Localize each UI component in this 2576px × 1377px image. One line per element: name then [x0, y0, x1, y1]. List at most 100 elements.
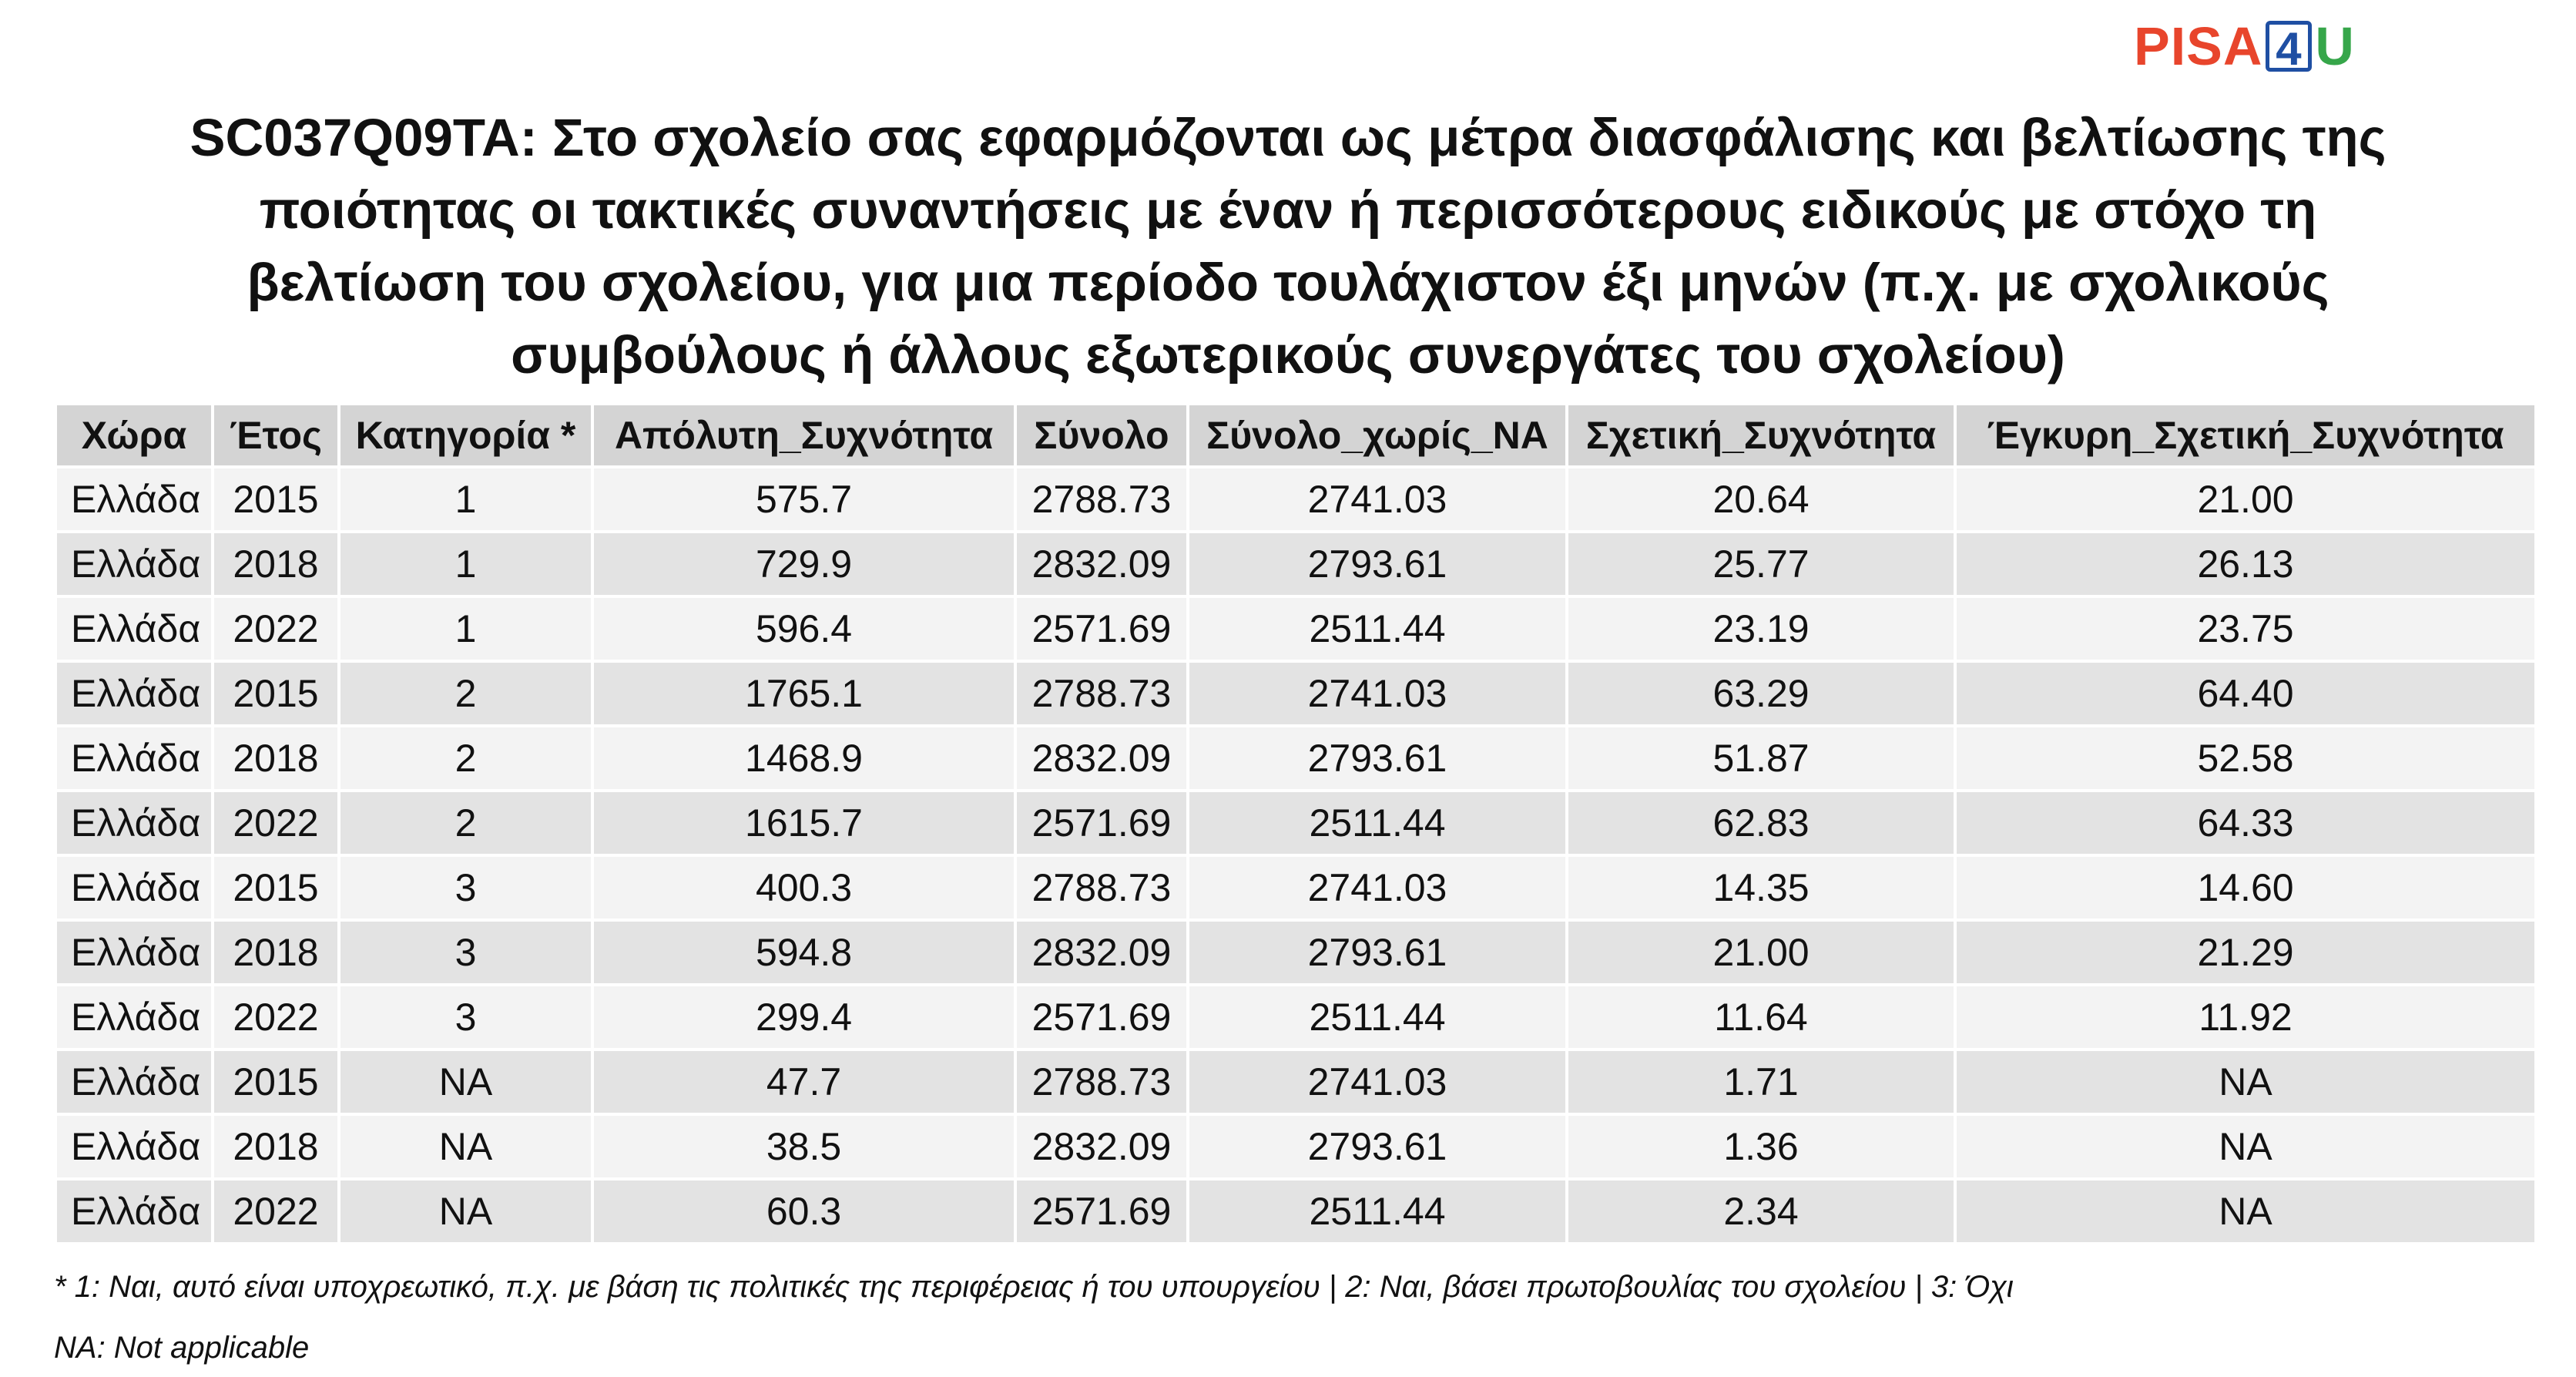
table-row: Ελλάδα 2015 3 400.3 2788.73 2741.03 14.35 14.60	[57, 857, 2534, 919]
table-row: Ελλάδα 2018 2 1468.9 2832.09 2793.61 51.87 52.5…	[57, 727, 2534, 789]
table-cell: 25.77	[1568, 533, 1954, 595]
table-cell: 52.58	[1957, 727, 2534, 789]
table-cell: 11.92	[1957, 986, 2534, 1048]
table-cell: 11.64	[1568, 986, 1954, 1048]
table-cell: 2022	[214, 598, 337, 660]
table-cell: 2788.73	[1017, 857, 1186, 919]
column-header: Χώρα	[57, 405, 211, 465]
table-cell: 2571.69	[1017, 1181, 1186, 1242]
table-cell: 63.29	[1568, 663, 1954, 724]
table-cell: 2022	[214, 986, 337, 1048]
table-cell: 2	[340, 663, 591, 724]
logo-pisa-text: PISA	[2134, 16, 2263, 76]
table-row: Ελλάδα 2015 1 575.7 2788.73 2741.03 20.64 21.00	[57, 469, 2534, 530]
table-row: Ελλάδα 2018 1 729.9 2832.09 2793.61 25.77 26.13	[57, 533, 2534, 595]
table-cell: 299.4	[594, 986, 1014, 1048]
table-cell: Ελλάδα	[57, 857, 211, 919]
table-cell: 2015	[214, 1051, 337, 1113]
table-cell: 2832.09	[1017, 533, 1186, 595]
table-cell: Ελλάδα	[57, 727, 211, 789]
table-cell: 21.29	[1957, 922, 2534, 983]
table-row: Ελλάδα 2022 3 299.4 2571.69 2511.44 11.64 11.92	[57, 986, 2534, 1048]
column-header: Έτος	[214, 405, 337, 465]
column-header: Απόλυτη_Συχνότητα	[594, 405, 1014, 465]
table-cell: 2.34	[1568, 1181, 1954, 1242]
table-cell: 2741.03	[1189, 857, 1565, 919]
table-cell: 2018	[214, 1116, 337, 1177]
table-cell: 2018	[214, 922, 337, 983]
table-row: Ελλάδα 2018 3 594.8 2832.09 2793.61 21.00 21.29	[57, 922, 2534, 983]
table-cell: Ελλάδα	[57, 792, 211, 854]
table-row: Ελλάδα 2018 NA 38.5 2832.09 2793.61 1.36 NA	[57, 1116, 2534, 1177]
table-cell: 47.7	[594, 1051, 1014, 1113]
table-cell: Ελλάδα	[57, 986, 211, 1048]
table-cell: NA	[1957, 1051, 2534, 1113]
table-row: Ελλάδα 2022 1 596.4 2571.69 2511.44 23.19 23.75	[57, 598, 2534, 660]
table-cell: 2571.69	[1017, 986, 1186, 1048]
table-cell: 596.4	[594, 598, 1014, 660]
table-cell: 26.13	[1957, 533, 2534, 595]
table-cell: 2571.69	[1017, 792, 1186, 854]
table-cell: Ελλάδα	[57, 663, 211, 724]
table-cell: 2741.03	[1189, 469, 1565, 530]
table-cell: 575.7	[594, 469, 1014, 530]
table-cell: 2793.61	[1189, 1116, 1565, 1177]
table-cell: NA	[1957, 1116, 2534, 1177]
table-cell: 62.83	[1568, 792, 1954, 854]
table-cell: 2832.09	[1017, 922, 1186, 983]
logo-four-box: 4	[2266, 21, 2313, 74]
table-cell: 2018	[214, 727, 337, 789]
table-cell: 2788.73	[1017, 469, 1186, 530]
table-row: Ελλάδα 2015 NA 47.7 2788.73 2741.03 1.71 NA	[57, 1051, 2534, 1113]
table-cell: 14.60	[1957, 857, 2534, 919]
table-cell: 2793.61	[1189, 727, 1565, 789]
table-cell: 1.71	[1568, 1051, 1954, 1113]
table-cell: 594.8	[594, 922, 1014, 983]
column-header: Σχετική_Συχνότητα	[1568, 405, 1954, 465]
table-cell: 2015	[214, 857, 337, 919]
table-cell: 729.9	[594, 533, 1014, 595]
table-cell: 2022	[214, 792, 337, 854]
table-cell: 1.36	[1568, 1116, 1954, 1177]
table-header-row: Χώρα Έτος Κατηγορία * Απόλυτη_Συχνότητα Σύνο…	[57, 405, 2534, 465]
table-cell: 64.33	[1957, 792, 2534, 854]
table-cell: 2511.44	[1189, 598, 1565, 660]
table-cell: 2511.44	[1189, 986, 1565, 1048]
table-cell: Ελλάδα	[57, 598, 211, 660]
table-cell: 20.64	[1568, 469, 1954, 530]
table-cell: Ελλάδα	[57, 533, 211, 595]
frequency-table: Χώρα Έτος Κατηγορία * Απόλυτη_Συχνότητα Σύνο…	[54, 402, 2537, 1245]
column-header: Κατηγορία *	[340, 405, 591, 465]
table-cell: 23.75	[1957, 598, 2534, 660]
table-cell: NA	[1957, 1181, 2534, 1242]
table-cell: 1468.9	[594, 727, 1014, 789]
table-cell: 2788.73	[1017, 1051, 1186, 1113]
table-cell: 64.40	[1957, 663, 2534, 724]
table-cell: 23.19	[1568, 598, 1954, 660]
table-cell: 1615.7	[594, 792, 1014, 854]
table-cell: 2571.69	[1017, 598, 1186, 660]
pisa4u-logo: PISA 4 U	[2134, 15, 2355, 77]
table-cell: 2511.44	[1189, 1181, 1565, 1242]
table-cell: 14.35	[1568, 857, 1954, 919]
column-header: Έγκυρη_Σχετική_Συχνότητα	[1957, 405, 2534, 465]
table-cell: 38.5	[594, 1116, 1014, 1177]
table-cell: 1	[340, 469, 591, 530]
page-title: SC037Q09TA: Στο σχολείο σας εφαρμόζονται…	[190, 108, 2386, 385]
logo-u-text: U	[2315, 16, 2355, 76]
category-footnote: * 1: Ναι, αυτό είναι υποχρεωτικό, π.χ. μ…	[54, 1270, 2014, 1304]
table-cell: Ελλάδα	[57, 1051, 211, 1113]
table-cell: 1	[340, 598, 591, 660]
table-cell: 2741.03	[1189, 663, 1565, 724]
table-cell: 400.3	[594, 857, 1014, 919]
table-cell: 51.87	[1568, 727, 1954, 789]
table-cell: 60.3	[594, 1181, 1014, 1242]
table-cell: 2015	[214, 663, 337, 724]
table-cell: 2	[340, 727, 591, 789]
table-body: Ελλάδα 2015 1 575.7 2788.73 2741.03 20.64 21.00…	[57, 469, 2534, 1242]
table-cell: 21.00	[1568, 922, 1954, 983]
table-cell: Ελλάδα	[57, 1116, 211, 1177]
table-cell: 2018	[214, 533, 337, 595]
table-cell: Ελλάδα	[57, 922, 211, 983]
table-cell: 2793.61	[1189, 533, 1565, 595]
